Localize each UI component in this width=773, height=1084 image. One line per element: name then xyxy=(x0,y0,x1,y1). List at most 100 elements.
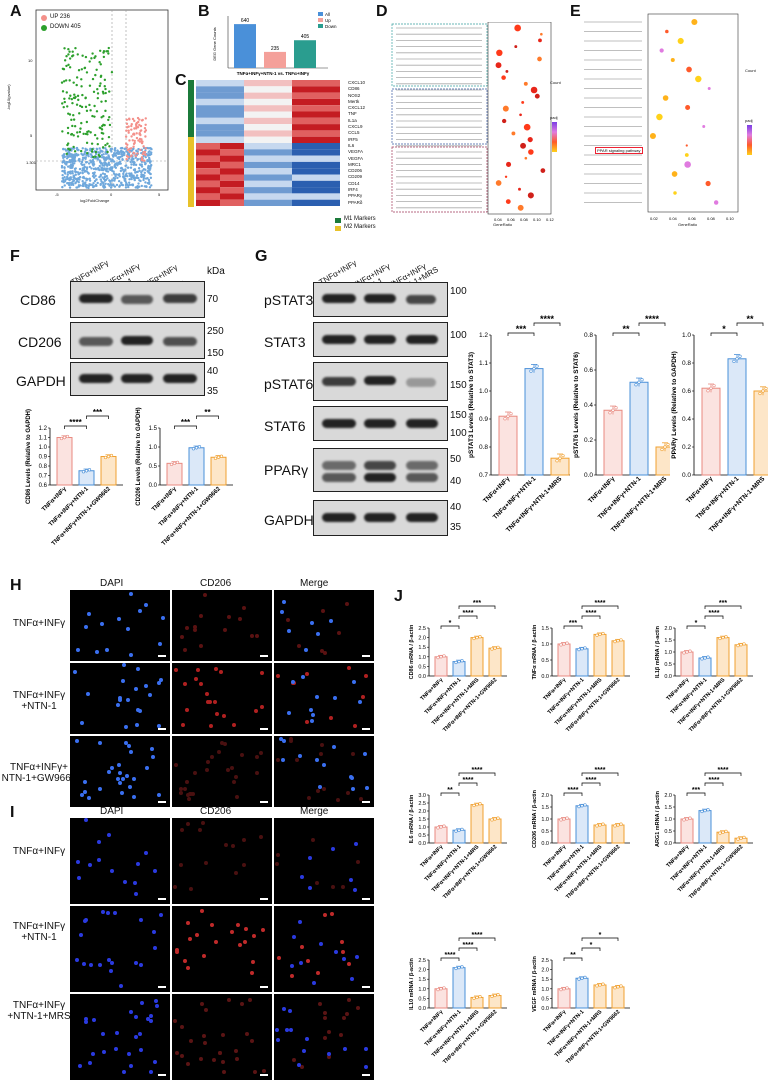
volcano-point-ns xyxy=(148,159,151,163)
cell-spot xyxy=(299,1064,304,1069)
volcano-point-ns xyxy=(100,153,103,157)
cell-spot xyxy=(342,1046,347,1051)
volcano-point-ns xyxy=(101,172,105,175)
cell-spot xyxy=(204,1007,209,1012)
heatmap-cell xyxy=(316,155,340,162)
volcano-point-ns xyxy=(107,154,110,157)
heatmap-cell xyxy=(316,98,340,106)
i-col-cd206: CD206 xyxy=(200,806,232,817)
cell-spot xyxy=(84,1020,89,1025)
significance-bracket xyxy=(612,332,640,336)
y-tick-label: 2.0 xyxy=(664,626,672,632)
data-point xyxy=(663,445,667,449)
heatmap-cell xyxy=(268,130,292,137)
cell-spot xyxy=(329,619,334,624)
volcano-point-ns xyxy=(74,181,77,185)
y-tick-label: 1.5 xyxy=(541,805,549,811)
go-point xyxy=(505,199,511,204)
cell-spot xyxy=(117,617,122,622)
heatmap-cell xyxy=(268,155,292,162)
volcano-point-ns xyxy=(76,171,80,174)
volcano-point-ns xyxy=(91,158,95,162)
volcano-point-down xyxy=(98,84,101,88)
heatmap-cell xyxy=(316,187,340,194)
volcano-point-ns xyxy=(136,184,139,188)
volcano-point-ns xyxy=(77,181,80,184)
volcano-point-ns xyxy=(64,149,68,152)
cell-spot xyxy=(349,776,354,781)
go-point xyxy=(506,161,512,167)
volcano-point-up xyxy=(126,143,129,146)
significance-label: **** xyxy=(568,787,579,794)
micrograph-merge-row2 xyxy=(274,663,374,734)
data-point xyxy=(685,650,689,654)
data-point xyxy=(454,829,458,833)
cell-spot xyxy=(346,962,351,967)
volcano-point-up xyxy=(125,129,128,132)
kegg-point xyxy=(670,57,675,63)
micrograph-cd206-row3 xyxy=(172,736,272,807)
data-point xyxy=(666,442,670,447)
volcano-point-down xyxy=(82,132,85,136)
g-blot-label-stat6: STAT6 xyxy=(264,418,306,434)
cell-spot xyxy=(259,750,264,755)
heatmap-cell xyxy=(196,98,220,106)
cell-spot xyxy=(253,1070,258,1075)
volcano-point-ns xyxy=(92,167,96,171)
bar xyxy=(470,637,484,677)
significance-bracket xyxy=(458,782,478,786)
x-tick-label: TNFα+INFγ+NTN-1+MRS xyxy=(505,475,564,534)
cell-spot xyxy=(148,1013,153,1018)
volcano-ytick-10: 10 xyxy=(28,58,33,63)
cell-spot xyxy=(117,771,122,776)
heatmap-cell xyxy=(244,155,268,162)
significance-label: ** xyxy=(204,408,211,417)
cell-spot xyxy=(72,670,77,675)
heatmap-cell xyxy=(244,98,268,106)
significance-bracket xyxy=(686,792,706,796)
volcano-point-down xyxy=(70,118,73,122)
cell-spot xyxy=(121,663,126,668)
data-point xyxy=(595,633,599,637)
cell-spot xyxy=(179,1054,184,1059)
heatmap-gene-label: VEGFA xyxy=(348,149,364,155)
go-cc-box xyxy=(391,88,488,145)
y-tick-label: 0.0 xyxy=(682,472,691,479)
volcano-point-ns xyxy=(63,184,66,187)
volcano-point-ns xyxy=(108,179,111,182)
panel-label-a: A xyxy=(10,3,22,20)
cell-spot xyxy=(140,1001,145,1006)
volcano-point-ns xyxy=(129,160,132,164)
volcano-point-ns xyxy=(135,176,139,180)
volcano-point-ns xyxy=(65,154,69,158)
g-blot-label-gapdh: GAPDH xyxy=(264,512,314,528)
cell-spot xyxy=(100,909,105,914)
go-point xyxy=(540,32,543,36)
volcano-point-ns xyxy=(102,183,105,187)
y-tick-label: 1.0 xyxy=(541,817,549,823)
data-point xyxy=(506,414,510,418)
heatmap-cell xyxy=(196,168,220,175)
heatmap-cell xyxy=(292,199,316,206)
volcano-point-down xyxy=(69,94,72,97)
scale-bar xyxy=(260,986,268,988)
go-padj-colorbar xyxy=(552,122,557,152)
volcano-point-ns xyxy=(89,149,92,152)
significance-label: **** xyxy=(709,777,720,784)
volcano-point-ns xyxy=(87,186,90,190)
volcano-point-ns xyxy=(138,169,141,172)
bar xyxy=(78,470,95,486)
volcano-point-ns xyxy=(63,162,67,165)
bar xyxy=(629,381,649,476)
volcano-point-ns xyxy=(60,164,64,168)
volcano-point-ns xyxy=(68,171,72,175)
go-point xyxy=(540,168,546,173)
volcano-point-ns xyxy=(83,150,87,154)
data-point xyxy=(712,384,716,388)
go-xtick: 0.12 xyxy=(546,217,555,222)
cell-spot xyxy=(341,884,346,889)
volcano-point-ns xyxy=(122,151,126,154)
micrograph-cd206-row1 xyxy=(172,818,272,904)
data-point xyxy=(682,818,686,822)
x-tick-label: TNFα+INFγ+NTN-1 xyxy=(48,486,90,528)
